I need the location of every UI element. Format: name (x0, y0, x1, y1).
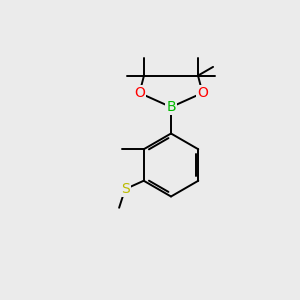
Text: B: B (166, 100, 176, 114)
Text: O: O (134, 86, 145, 100)
Text: S: S (121, 182, 130, 196)
Text: O: O (197, 86, 208, 100)
